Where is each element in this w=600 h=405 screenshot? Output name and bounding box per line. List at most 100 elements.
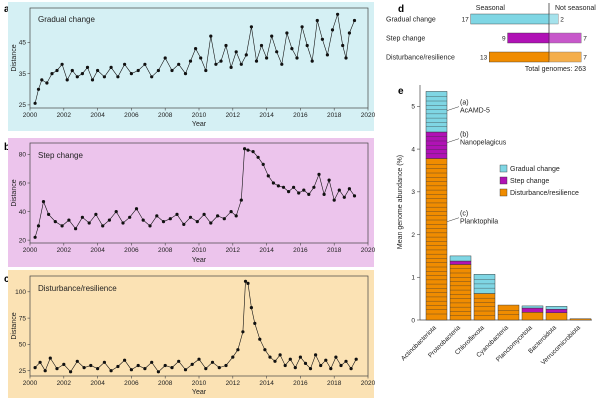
data-point <box>246 148 250 152</box>
data-point <box>80 72 84 76</box>
data-point <box>101 224 105 228</box>
y-tick-label: 25 <box>19 102 27 109</box>
data-point <box>265 56 269 60</box>
stacked-bar-segment <box>426 158 447 320</box>
data-point <box>308 367 313 371</box>
data-point <box>188 59 193 63</box>
x-tick-label: 2006 <box>124 112 139 119</box>
data-point <box>292 185 296 189</box>
x-tick-label: 2020 <box>361 247 376 254</box>
data-point <box>334 355 338 359</box>
data-point <box>50 72 54 76</box>
panel-a-y-ticks: 25 35 45 <box>19 40 30 109</box>
data-point <box>314 353 318 357</box>
data-point <box>214 62 218 66</box>
data-point <box>210 360 215 364</box>
x-tick-label: 2000 <box>23 112 38 119</box>
data-point <box>283 363 287 368</box>
data-point <box>163 56 167 60</box>
data-point <box>344 359 348 363</box>
x-tick-label: 2002 <box>57 112 72 119</box>
panel-e: Mean genome abundance (%) 0 1 2 3 4 5 Actinob… <box>397 85 592 366</box>
panel-a-title: Gradual change <box>38 15 95 24</box>
data-point <box>349 367 353 371</box>
x-tick-label: 2014 <box>259 380 274 387</box>
data-point <box>322 192 326 196</box>
legend-label: Gradual change <box>510 166 560 173</box>
data-point <box>300 25 304 29</box>
data-point <box>170 68 174 73</box>
data-point <box>89 363 93 368</box>
panel-c-ylabel: Distance <box>11 312 18 339</box>
data-point <box>188 215 193 219</box>
y-tick-label: 60 <box>19 180 27 187</box>
data-point <box>36 87 41 91</box>
stacked-bar-segment <box>426 91 447 132</box>
seasonal-bar <box>507 32 550 44</box>
data-point <box>148 224 152 228</box>
data-point <box>33 101 37 105</box>
data-point <box>315 18 319 23</box>
data-point <box>352 18 357 23</box>
data-point <box>336 12 340 16</box>
stacked-bar-segment <box>570 318 591 320</box>
panel-d-total: Total genomes: 263 <box>525 66 586 73</box>
x-tick-label: 2012 <box>226 112 241 119</box>
stacked-bar-segment <box>546 306 567 310</box>
data-point <box>332 198 336 202</box>
x-tick-label: 2004 <box>90 380 105 387</box>
data-point <box>45 81 49 85</box>
data-point <box>177 62 181 66</box>
x-tick-label: 2002 <box>57 247 72 254</box>
stacked-bar-segment <box>546 309 567 313</box>
y-tick-label: 2 <box>411 232 415 239</box>
data-point <box>229 210 233 214</box>
data-point <box>69 370 73 374</box>
data-point <box>168 217 172 221</box>
data-point <box>199 56 203 60</box>
data-point <box>48 356 52 360</box>
data-point <box>87 221 91 225</box>
data-point <box>287 190 291 194</box>
seasonal-bar <box>470 13 550 25</box>
annotation-leader <box>446 217 460 222</box>
y-tick-label: 80 <box>19 152 27 159</box>
data-point <box>347 187 351 191</box>
panel-a: Gradual change Year Distance 2000 2002 200… <box>8 2 376 131</box>
y-tick-label: 0 <box>411 317 415 324</box>
category-label: Disturbance/resilience <box>386 55 455 62</box>
data-point <box>290 47 294 51</box>
data-point <box>96 68 100 73</box>
data-point <box>254 59 259 63</box>
panel-letter-e: e <box>398 86 404 97</box>
y-tick-label: 50 <box>19 342 27 349</box>
y-tick-label: 35 <box>19 71 27 78</box>
data-point <box>280 62 284 66</box>
data-point <box>341 43 345 48</box>
data-point <box>40 78 44 82</box>
x-tick-label: 2016 <box>293 380 308 387</box>
data-point <box>271 181 275 185</box>
panel-e-x-ticks: ActinobacteriotaProteobacteriaChloroflex… <box>400 324 582 366</box>
data-point <box>163 363 167 368</box>
panel-c-x-ticks: 2000 2002 2004 2006 2008 2010 2012 2014 2016 2018… <box>23 376 376 387</box>
data-point <box>216 214 220 218</box>
data-point <box>298 355 302 359</box>
data-point <box>114 210 118 214</box>
x-tick-label: 2010 <box>192 112 207 119</box>
not-seasonal-value-label: 7 <box>583 36 587 43</box>
data-point <box>275 50 279 54</box>
stacked-bar-segment <box>522 312 543 320</box>
category-label: Gradual change <box>386 17 436 24</box>
data-point <box>85 65 90 69</box>
data-point <box>47 212 51 216</box>
data-point <box>134 207 139 211</box>
x-tick-label: 2016 <box>293 112 308 119</box>
panel-b-x-ticks: 2000 2002 2004 2006 2008 2010 2012 2014 2016 2018… <box>23 243 376 254</box>
y-tick-label: 1 <box>411 275 415 282</box>
data-point <box>251 150 255 154</box>
panel-e-legend: Gradual change Step change Disturbance/res… <box>499 164 579 197</box>
data-point <box>229 65 233 69</box>
annotation-label: Planktophila <box>460 219 498 226</box>
